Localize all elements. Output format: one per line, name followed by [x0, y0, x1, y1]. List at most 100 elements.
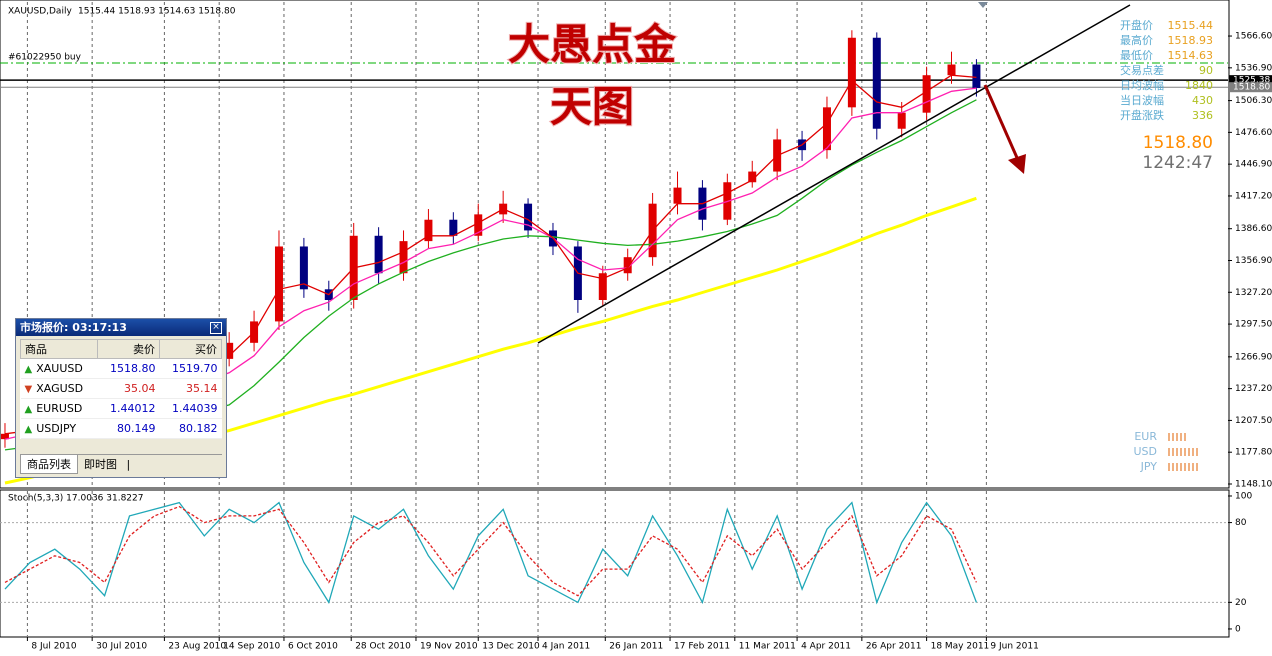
quote-row[interactable]: ▲ USDJPY 80.149 80.182: [20, 418, 222, 439]
quote-text: USDJPY: [36, 422, 77, 435]
market-watch[interactable]: 市场报价: 03:17:13 × 商品 卖价 买价 ▲ XAUUSD 1518.80…: [15, 318, 227, 478]
x-tick-label: 9 Jun 2011: [990, 642, 1038, 652]
tab[interactable]: 商品列表: [20, 455, 78, 474]
tabs: 商品列表 即时图 |: [20, 454, 222, 474]
quote-row[interactable]: ▲ XAUUSD 1518.80 1519.70: [20, 358, 222, 379]
y-tick-label: 1237.20: [1235, 384, 1272, 394]
price-label: 1518.80: [1233, 83, 1270, 93]
strength-bar: [1184, 433, 1186, 441]
candle-body: [524, 203, 533, 231]
info-label: 交易点差: [1120, 63, 1164, 77]
x-tick-label: 23 Aug 2010: [168, 642, 226, 652]
strength-bar: [1192, 463, 1194, 471]
candle-body: [847, 37, 856, 108]
x-tick-label: 4 Jan 2011: [542, 642, 590, 652]
arrow-head: [1008, 154, 1026, 174]
y-tick-label: 80: [1235, 518, 1247, 528]
info-label: 日均波幅: [1120, 79, 1164, 92]
y-tick-label: 1386.60: [1235, 224, 1272, 234]
info-value: 336: [1192, 109, 1213, 122]
direction-icon: ▲: [24, 404, 33, 415]
strength-bar: [1196, 448, 1198, 456]
symbol: XAUUSD,Daily: [8, 7, 72, 17]
y-tick-label: 100: [1235, 491, 1252, 501]
info-value: 90: [1199, 64, 1213, 77]
candle-body: [424, 219, 433, 242]
quote-row[interactable]: ▲ EURUSD 1.44012 1.44039: [20, 398, 222, 419]
x-tick-label: 8 Jul 2010: [31, 642, 76, 652]
currency: JPY: [1140, 460, 1158, 473]
quote-row[interactable]: ▼ XAGUSD 35.04 35.14: [20, 378, 222, 399]
info-label: 最低价: [1120, 49, 1153, 62]
trendline: [537, 4, 1131, 344]
tab[interactable]: 即时图: [84, 458, 117, 471]
y-tick-label: 1327.20: [1235, 288, 1272, 298]
candle-body: [449, 219, 458, 236]
candle-body: [623, 257, 632, 274]
quote-cell: 1518.80: [97, 358, 160, 379]
candle-body: [972, 64, 981, 89]
candle-body: [225, 342, 234, 359]
candle-body: [374, 235, 383, 274]
quote-cell: ▼ XAGUSD: [20, 378, 98, 399]
quote-cell: 80.182: [159, 418, 222, 439]
quote-text: XAUUSD: [36, 362, 83, 375]
info-value: 1514.63: [1168, 49, 1214, 62]
column-header: 卖价: [97, 339, 161, 359]
series-line: [4, 505, 977, 597]
y-tick-label: 0: [1235, 624, 1241, 634]
candle-body: [399, 241, 408, 274]
x-tick-label: 30 Jul 2010: [96, 642, 147, 652]
strength-bar: [1180, 433, 1182, 441]
close-button[interactable]: ×: [210, 322, 222, 334]
overlay-subtitle: 天图: [550, 82, 634, 131]
y-tick-label: 1506.30: [1235, 96, 1272, 106]
info-label: 当日波幅: [1120, 93, 1164, 107]
strength-bar: [1172, 448, 1174, 456]
quote-text: EURUSD: [36, 402, 83, 415]
candle-body: [748, 171, 757, 183]
quote-cell: ▲ USDJPY: [20, 418, 98, 439]
y-tick-label: 1177.80: [1235, 448, 1272, 458]
stoch-title: Stoch(5,3,3) 17.0036 31.8227: [8, 494, 143, 504]
quote-cell: 80.149: [97, 418, 160, 439]
candle-body: [274, 246, 283, 322]
currency: EUR: [1134, 430, 1157, 443]
x-tick-label: 19 Nov 2010: [420, 642, 478, 652]
x-tick-label: 26 Jan 2011: [609, 642, 663, 652]
x-tick-label: 26 Apr 2011: [866, 642, 922, 652]
y-tick-label: 1207.50: [1235, 416, 1272, 426]
quote-text: 1519.70: [172, 362, 218, 375]
info-panel: 开盘价 1515.44 最高价 1518.93 最低价 1514.63 交易点差 90 日均波幅…: [1120, 18, 1213, 473]
strength-bar: [1188, 448, 1190, 456]
direction-icon: ▲: [24, 364, 33, 375]
quote-cell: 35.14: [159, 378, 222, 399]
overlay-title: 大愚点金: [508, 20, 677, 69]
countdown: 1242:47: [1142, 153, 1213, 173]
y-tick-label: 1148.10: [1235, 480, 1272, 490]
candle-body: [673, 187, 682, 204]
price-label-box: [1229, 75, 1272, 86]
y-tick-label: 1446.90: [1235, 160, 1272, 170]
quote-text: 80.182: [179, 422, 218, 435]
x-tick-label: 18 May 2011: [931, 642, 990, 652]
direction-icon: ▲: [24, 424, 33, 435]
info-value: 430: [1192, 94, 1213, 107]
strength-bar: [1180, 448, 1182, 456]
strength-bar: [1176, 448, 1178, 456]
candle-body: [598, 273, 607, 301]
strength-bar: [1176, 433, 1178, 441]
order-label: #61022950 buy: [8, 53, 82, 63]
y-tick-label: 1476.60: [1235, 128, 1272, 138]
stoch-panel: [0, 489, 1230, 638]
info-label: 开盘价: [1120, 18, 1153, 32]
candle-body: [0, 433, 9, 440]
market-watch-title: 市场报价: 03:17:13: [16, 319, 226, 336]
direction-icon: ▼: [24, 384, 33, 395]
x-tick-label: 14 Sep 2010: [223, 642, 280, 652]
ohlc: 1515.44 1518.93 1514.63 1518.80: [78, 7, 236, 17]
shift-marker: [978, 2, 988, 8]
quote-cell: ▲ EURUSD: [20, 398, 98, 419]
strength-bar: [1188, 463, 1190, 471]
